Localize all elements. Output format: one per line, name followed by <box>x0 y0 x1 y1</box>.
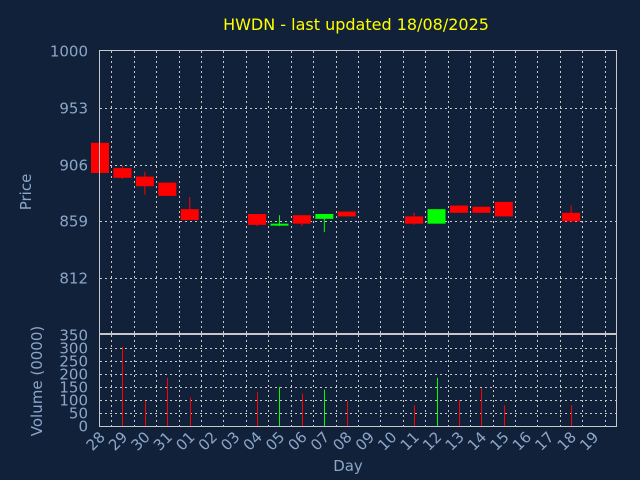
volume-series <box>122 346 572 426</box>
x-tick-label: 19 <box>576 428 602 454</box>
candle-body <box>180 209 199 221</box>
candle-body <box>135 176 154 187</box>
price-tick-label: 812 <box>59 270 88 288</box>
volume-tick-label: 150 <box>59 379 88 397</box>
price-tick-label: 1000 <box>50 43 88 61</box>
volume-axis-label: Volume (0000) <box>28 326 46 436</box>
candlestick-series <box>91 142 581 233</box>
price-axis-label: Price <box>17 174 35 211</box>
candle-body <box>337 211 356 217</box>
volume-tick-label: 0 <box>78 418 88 436</box>
x-axis-label: Day <box>333 457 363 475</box>
candle-body <box>405 216 424 224</box>
volume-tick-label: 350 <box>59 327 88 345</box>
candle-body <box>449 205 468 213</box>
candle-body <box>562 212 581 222</box>
price-tick-label: 906 <box>59 157 88 175</box>
price-tick-label: 953 <box>59 100 88 118</box>
candle-body <box>113 168 132 178</box>
candle-body <box>472 206 491 213</box>
price-gridlines <box>100 51 616 333</box>
volume-gridlines <box>100 335 616 426</box>
candle-body <box>315 214 334 219</box>
volume-tick-label: 250 <box>59 353 88 371</box>
price-plot-frame <box>99 50 617 334</box>
price-tick-label: 859 <box>59 213 88 231</box>
chart-title: HWDN - last updated 18/08/2025 <box>223 15 489 34</box>
price-tick-labels: 1000 953 906 859 812 <box>50 43 88 288</box>
candle-body <box>158 182 177 196</box>
volume-tick-label: 50 <box>69 405 88 423</box>
volume-tick-label: 300 <box>59 340 88 358</box>
volume-tick-label: 200 <box>59 366 88 384</box>
x-tick-labels: 2829303101020304050607080910111213141516… <box>83 428 603 454</box>
candle-body <box>427 209 446 224</box>
volume-tick-label: 100 <box>59 392 88 410</box>
candle-body <box>292 215 311 224</box>
candle-body <box>494 201 513 217</box>
candle-body <box>270 223 289 226</box>
candle-body <box>248 214 267 225</box>
volume-plot-frame <box>99 334 617 427</box>
